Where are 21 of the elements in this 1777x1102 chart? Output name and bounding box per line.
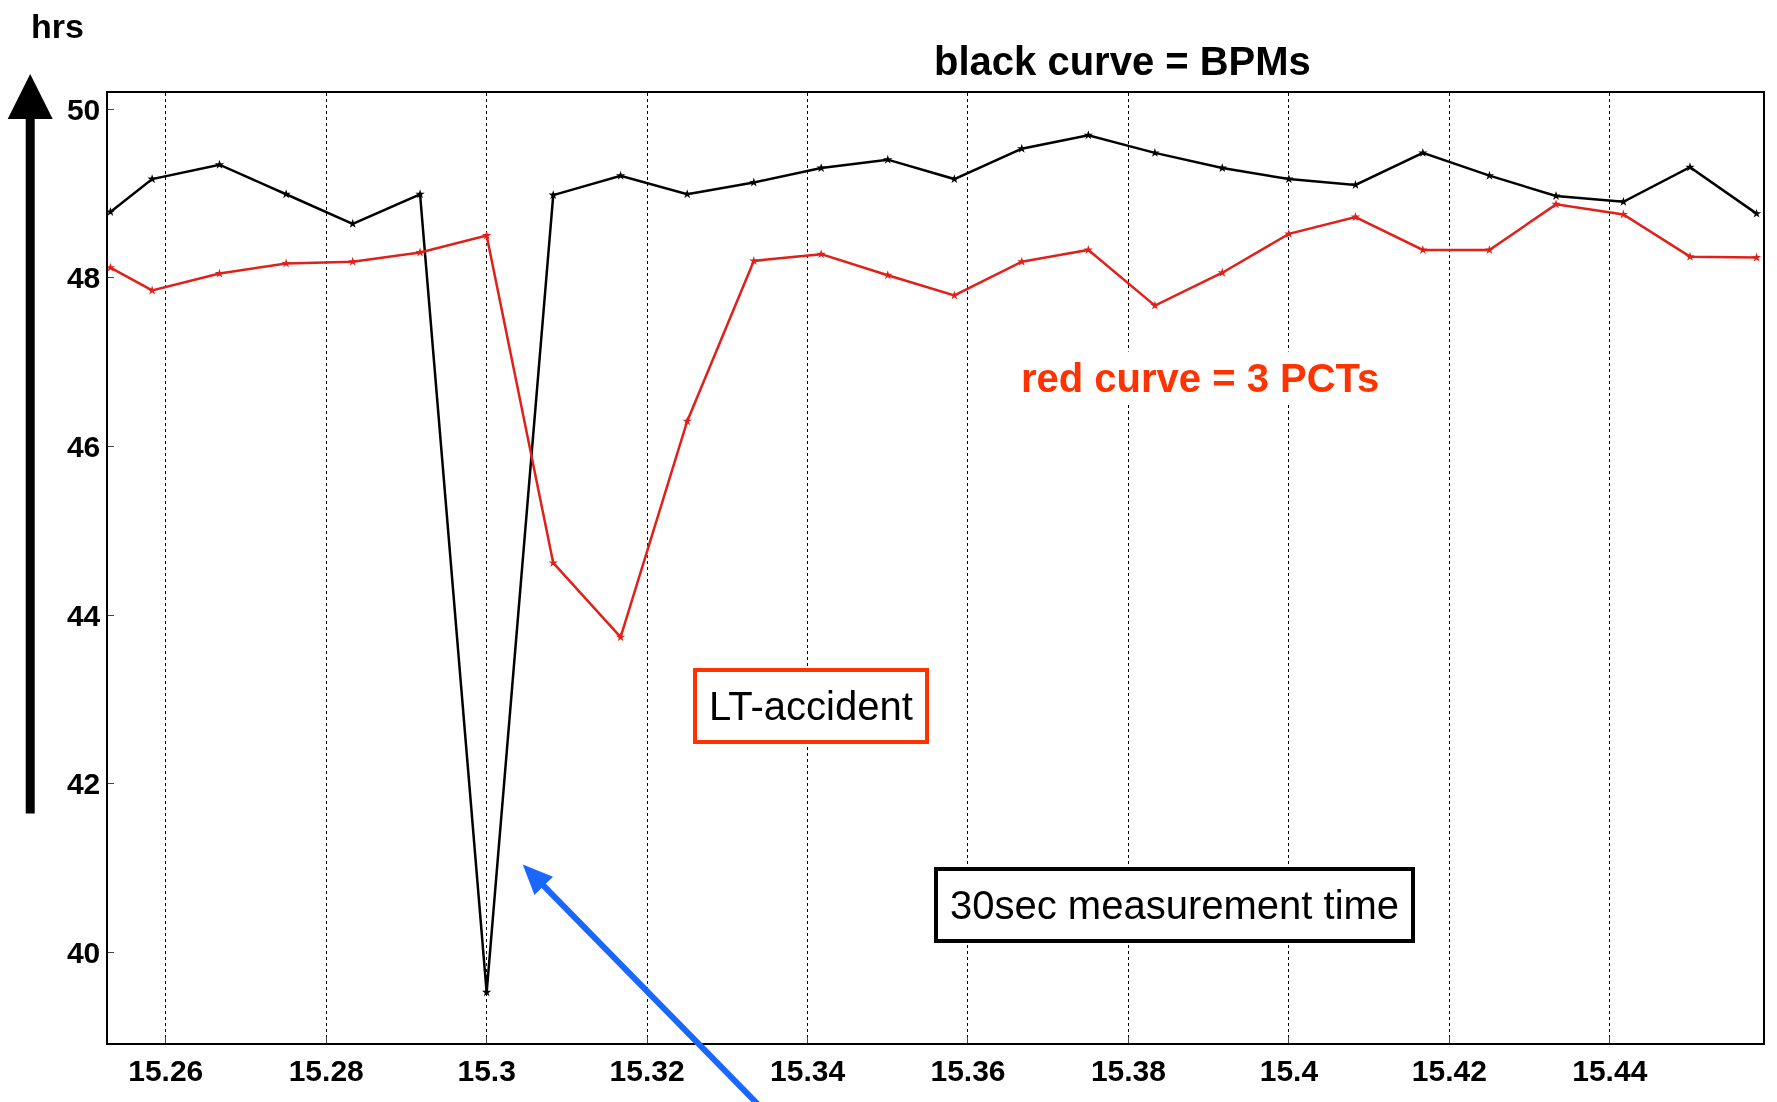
x-tick-label: 15.36 (930, 1053, 1006, 1087)
text: black curve = BPMs (934, 39, 1311, 83)
y-tick-label: 42 (66, 767, 101, 801)
x-tick-label: 15.4 (1259, 1053, 1319, 1087)
annotation: red curve = 3 PCTs (1021, 356, 1380, 400)
x-tick-label: 15.3 (457, 1053, 516, 1087)
x-tick-label: 15.38 (1090, 1053, 1166, 1087)
x-tick-label: 15.44 (1572, 1053, 1648, 1087)
y-axis-title: hrs (31, 7, 84, 45)
x-tick-label: 15.42 (1411, 1053, 1487, 1087)
annotation: 30sec measurement time (950, 883, 1400, 927)
annotation: LT-accident (709, 684, 913, 728)
x-tick-label: 15.34 (770, 1053, 846, 1087)
x-tick-label: 15.28 (288, 1053, 364, 1087)
y-tick-label: 44 (66, 598, 101, 632)
x-tick-label: 15.32 (609, 1053, 685, 1087)
y-tick-label: 46 (66, 430, 101, 464)
y-tick-label: 50 (66, 92, 101, 126)
y-tick-label: 40 (66, 936, 101, 970)
x-tick-label: 15.26 (128, 1053, 204, 1087)
y-tick-label: 48 (66, 261, 101, 295)
